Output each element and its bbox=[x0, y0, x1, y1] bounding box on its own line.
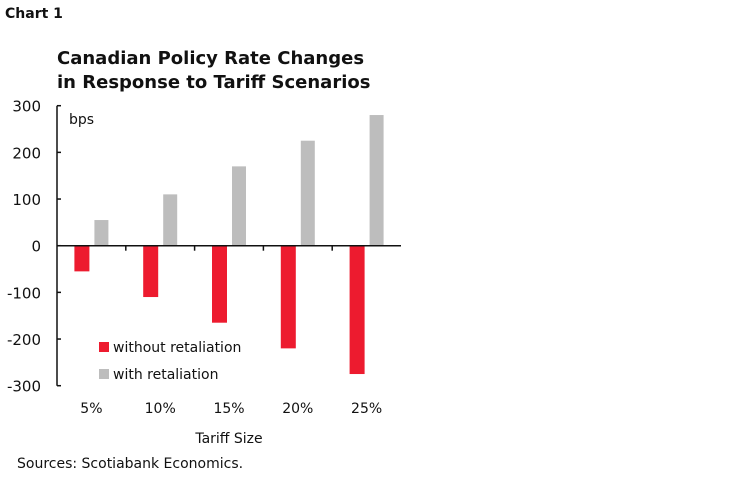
legend-swatch-1 bbox=[99, 369, 109, 379]
source-note: Sources: Scotiabank Economics. bbox=[17, 456, 244, 472]
y-axis-unit-label: bps bbox=[69, 112, 94, 128]
legend-swatch-0 bbox=[99, 342, 109, 352]
y-tick-label: -100 bbox=[7, 284, 41, 302]
bar-without-retaliation-5% bbox=[74, 245, 90, 272]
bar-without-retaliation-15% bbox=[212, 245, 227, 323]
x-tick-label: 15% bbox=[213, 401, 244, 417]
y-tick-label: 100 bbox=[12, 191, 41, 209]
y-tick-label: -300 bbox=[7, 378, 41, 396]
chart-title-line-2: in Response to Tariff Scenarios bbox=[57, 72, 370, 93]
chart-label: Chart 1 bbox=[5, 6, 63, 22]
y-tick-label: -200 bbox=[7, 331, 41, 349]
bar-with-retaliation-20% bbox=[300, 140, 315, 246]
x-tick-label: 25% bbox=[351, 401, 382, 417]
bar-with-retaliation-5% bbox=[94, 220, 109, 246]
bar-without-retaliation-25% bbox=[349, 245, 365, 375]
legend-label-0: without retaliation bbox=[113, 340, 241, 356]
x-tick-label: 5% bbox=[80, 401, 102, 417]
bar-without-retaliation-20% bbox=[280, 245, 296, 349]
x-tick-label: 10% bbox=[145, 401, 176, 417]
y-tick-label: 300 bbox=[12, 98, 41, 116]
x-tick-label: 20% bbox=[282, 401, 313, 417]
bar-with-retaliation-15% bbox=[232, 166, 246, 246]
chart-title-line-1: Canadian Policy Rate Changes bbox=[57, 48, 364, 69]
legend-label-1: with retaliation bbox=[113, 367, 218, 383]
y-tick-label: 0 bbox=[31, 238, 41, 256]
bar-with-retaliation-10% bbox=[163, 194, 178, 246]
bar-without-retaliation-10% bbox=[143, 245, 159, 298]
x-axis-title: Tariff Size bbox=[194, 431, 262, 447]
bar-with-retaliation-25% bbox=[369, 115, 384, 246]
y-tick-label: 200 bbox=[12, 144, 41, 162]
